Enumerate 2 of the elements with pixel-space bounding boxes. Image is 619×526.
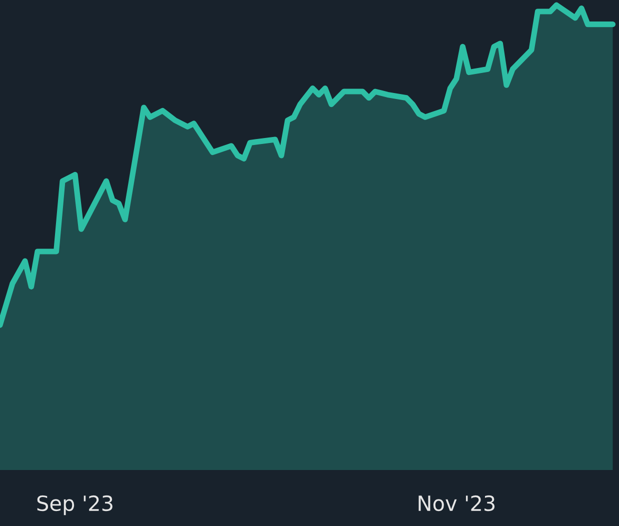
x-tick-label: Sep '23 — [37, 495, 112, 516]
x-tick-label: Nov '23 — [418, 495, 495, 512]
